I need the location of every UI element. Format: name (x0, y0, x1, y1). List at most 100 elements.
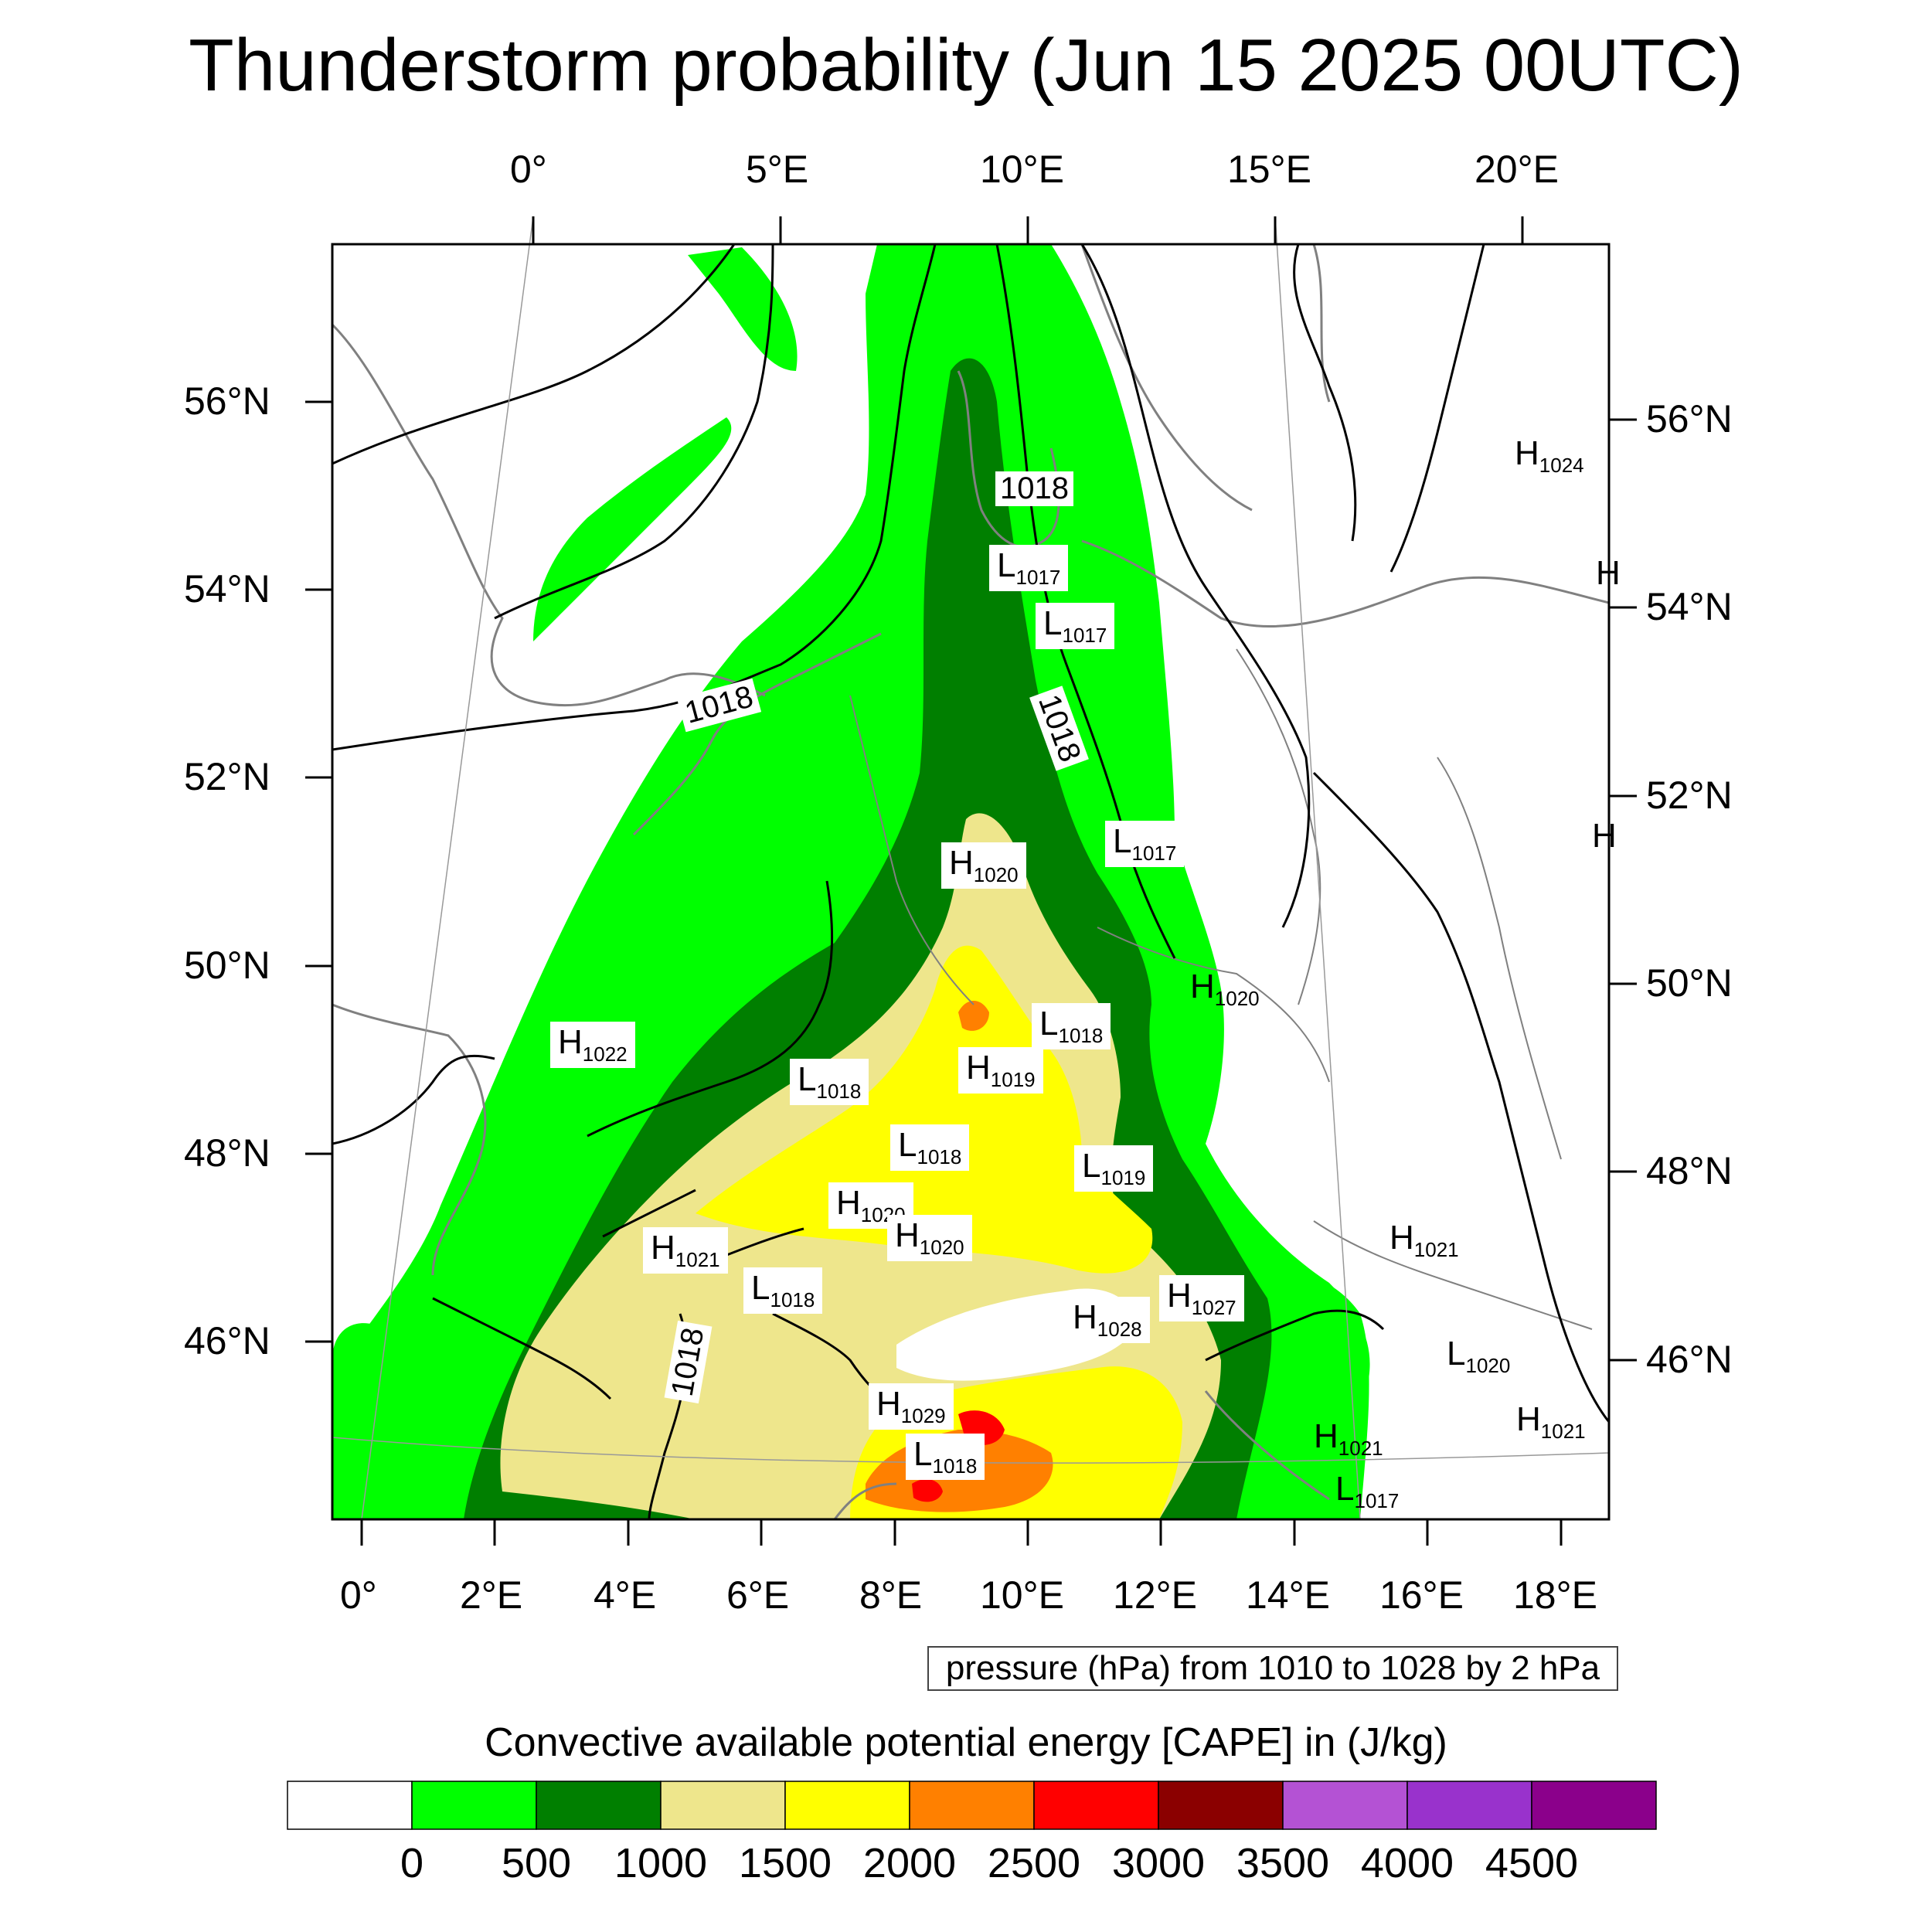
pressure-center-value: 1019 (1100, 1165, 1146, 1189)
low-pressure-label: L1019 (1074, 1145, 1154, 1192)
lon-label-bottom: 14°E (1246, 1573, 1330, 1617)
high-pressure-label: H1022 (550, 1022, 635, 1068)
colorbar-tick-label: 3000 (1111, 1840, 1206, 1886)
colorbar-swatch (784, 1781, 910, 1830)
pressure-center-type: H (1389, 1219, 1414, 1257)
coastline-france (332, 1003, 487, 1276)
lat-label-left: 52°N (184, 755, 270, 798)
low-pressure-label: L1017 (989, 545, 1069, 591)
pressure-center-value: 1018 (1058, 1023, 1104, 1047)
high-pressure-label: H1024 (1507, 433, 1592, 479)
isobar (332, 1054, 495, 1145)
colorbar-swatch (1158, 1781, 1284, 1830)
pressure-center-type: L (1113, 822, 1132, 860)
lat-label-right: 52°N (1646, 774, 1733, 817)
pressure-center-type: L (1043, 604, 1063, 642)
colorbar-swatch (1406, 1781, 1532, 1830)
lon-label-top: 0° (510, 148, 547, 191)
pressure-center-value: 1020 (1214, 986, 1260, 1010)
pressure-center-type: L (751, 1269, 770, 1307)
cape-band-2000-2500-north (958, 1001, 989, 1031)
high-pressure-label: H (1584, 815, 1624, 862)
lon-label-bottom: 0° (340, 1573, 377, 1617)
pressure-center-value: 1022 (582, 1042, 628, 1066)
isobar (332, 244, 937, 751)
isobar-value-label: 1018 (995, 471, 1073, 506)
colorbar-swatch (411, 1781, 537, 1830)
pressure-center-type: L (898, 1126, 917, 1164)
colorbar-tick-label: 500 (501, 1840, 572, 1886)
pressure-center-value: 1021 (1338, 1436, 1383, 1460)
pressure-center-value: 1020 (1465, 1353, 1511, 1377)
high-pressure-label: H1019 (958, 1047, 1043, 1094)
pressure-center-type: L (1447, 1335, 1466, 1372)
pressure-center-value: 1017 (1131, 841, 1177, 865)
colorbar-tick-label: 3500 (1236, 1840, 1330, 1886)
lat-label-right: 46°N (1646, 1338, 1733, 1381)
border-line (1437, 757, 1562, 1160)
pressure-center-type: H (895, 1216, 920, 1254)
pressure-center-value: 1017 (1015, 565, 1061, 589)
lon-label-top: 15°E (1227, 148, 1311, 191)
isobar (432, 1297, 612, 1400)
high-pressure-label: H1021 (1382, 1217, 1467, 1264)
pressure-center-type: L (798, 1060, 817, 1098)
pressure-center-type: H (1515, 434, 1539, 472)
cape-field (332, 244, 1370, 1519)
low-pressure-label: L1018 (1032, 1003, 1111, 1049)
lon-label-top: 20°E (1475, 148, 1559, 191)
lat-label-right: 56°N (1646, 397, 1733, 440)
low-pressure-label: L1018 (790, 1059, 869, 1105)
pressure-center-type: L (1082, 1147, 1101, 1185)
low-pressure-label: L1018 (890, 1124, 970, 1171)
cape-band-0-500-west (332, 1323, 386, 1376)
borders (849, 648, 1593, 1330)
lat-label-left: 50°N (184, 944, 270, 987)
border-line (1313, 1220, 1593, 1330)
pressure-center-type: H (949, 844, 974, 882)
isobar (1389, 244, 1485, 573)
lon-label-bottom: 18°E (1513, 1573, 1597, 1617)
map-title: Thunderstorm probability (Jun 15 2025 00… (189, 24, 1743, 107)
high-pressure-label: H1020 (941, 842, 1026, 889)
border-line (849, 695, 975, 1005)
pressure-center-value: 1018 (917, 1145, 962, 1168)
plot-frame (331, 243, 1611, 1521)
isobar (1312, 771, 1609, 1423)
high-pressure-label: H1029 (869, 1383, 954, 1430)
high-pressure-label: H1021 (1306, 1416, 1391, 1462)
contour-info-box: pressure (hPa) from 1010 to 1028 by 2 hP… (927, 1646, 1618, 1691)
colorbar-tick-label: 4500 (1485, 1840, 1579, 1886)
border-line (1097, 927, 1330, 1083)
lat-label-right: 54°N (1646, 585, 1733, 628)
colorbar-tick-label: 1500 (738, 1840, 832, 1886)
cape-band-2500-3000-b (912, 1479, 943, 1502)
colorbar-swatch (1531, 1781, 1657, 1830)
lon-label-top: 10°E (980, 148, 1064, 191)
pressure-center-type: H (1073, 1298, 1097, 1336)
lon-label-bottom: 2°E (460, 1573, 523, 1617)
pressure-center-type: H (651, 1229, 675, 1267)
cape-band-0-500-north2 (688, 247, 798, 371)
pressure-center-type: H (558, 1023, 583, 1061)
pressure-center-value: 1018 (932, 1454, 978, 1478)
lon-label-bottom: 12°E (1113, 1573, 1197, 1617)
pressure-center-type: L (1039, 1005, 1059, 1043)
isobar (587, 880, 834, 1138)
lon-label-bottom: 8°E (859, 1573, 923, 1617)
coastline-adriatic (1204, 1390, 1330, 1501)
cape-band-1500-2000 (696, 945, 1153, 1274)
pressure-center-type: L (913, 1435, 933, 1473)
pressure-center-type: H (1592, 817, 1617, 855)
pressure-center-value: 1024 (1539, 453, 1584, 477)
pressure-center-value: 1018 (770, 1287, 815, 1311)
low-pressure-label: L1017 (1036, 603, 1115, 649)
low-pressure-label: L1020 (1439, 1333, 1518, 1379)
pressure-center-value: 1017 (1062, 623, 1107, 647)
pressure-center-type: H (1516, 1400, 1541, 1438)
colorbar-tick-label: 1000 (614, 1840, 708, 1886)
high-pressure-label: H1020 (887, 1215, 972, 1261)
colorbar-swatch (1282, 1781, 1408, 1830)
